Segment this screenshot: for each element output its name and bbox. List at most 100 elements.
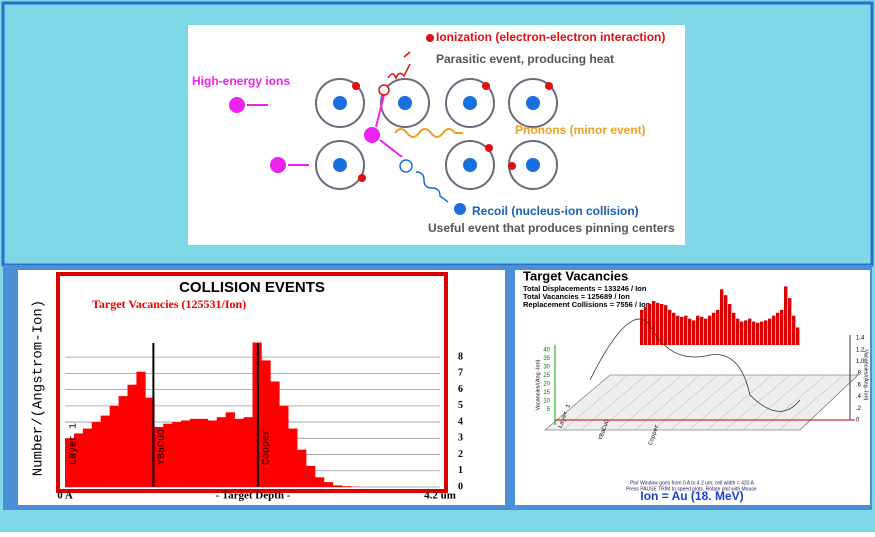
bar xyxy=(640,310,643,345)
label: Recoil (nucleus-ion collision) xyxy=(472,204,639,218)
y-tick-label: 10 xyxy=(543,399,550,405)
bar xyxy=(724,295,727,345)
bar xyxy=(261,360,270,487)
bar xyxy=(208,420,217,487)
bar xyxy=(676,316,679,345)
bar xyxy=(644,307,647,345)
bar xyxy=(712,313,715,345)
label: High-energy ions xyxy=(192,74,290,88)
y-tick-label: 1 xyxy=(458,465,463,476)
chart-title: Target Vacancies xyxy=(523,268,628,283)
bar xyxy=(744,320,747,345)
y-tick-label: 7 xyxy=(458,368,463,379)
note: Replacement Collisions = 7556 / Ion xyxy=(523,300,651,309)
bar xyxy=(784,286,787,345)
y-tick-label: 6 xyxy=(458,384,463,395)
bar xyxy=(788,298,791,345)
bar xyxy=(172,422,181,487)
bar xyxy=(136,372,145,487)
bar xyxy=(764,320,767,345)
ion-label: Ion = Au (18. MeV) xyxy=(640,489,743,503)
bar xyxy=(315,477,324,487)
y-tick-label: 25 xyxy=(543,373,550,379)
bar xyxy=(181,420,190,487)
bar xyxy=(756,323,759,345)
label: Useful event that produces pinning cente… xyxy=(428,221,675,235)
bar xyxy=(768,319,771,345)
bar xyxy=(696,316,699,345)
x-axis-label: - Target Depth - xyxy=(216,490,291,502)
y-tick-label: 15 xyxy=(543,390,550,396)
bar xyxy=(288,429,297,487)
bar xyxy=(684,316,687,345)
y2-tick-label: 1.4 xyxy=(856,336,865,342)
bar xyxy=(732,313,735,345)
bar xyxy=(760,322,763,345)
x-tick-label: 0 A xyxy=(57,490,73,502)
y2-tick-label: .8 xyxy=(856,371,862,377)
bar xyxy=(199,419,208,487)
bar xyxy=(128,385,137,487)
bar xyxy=(279,406,288,487)
bar xyxy=(333,485,342,487)
bar xyxy=(660,304,663,345)
bar xyxy=(342,486,351,487)
bar xyxy=(110,406,119,487)
y2-axis-label: Vacancies/(Ang.-Ion) xyxy=(863,350,869,401)
bar xyxy=(720,289,723,345)
layer-label: Copper xyxy=(261,429,272,465)
y-tick-label: 35 xyxy=(543,356,550,362)
y2-tick-label: .2 xyxy=(856,406,862,412)
bar xyxy=(780,310,783,345)
y-tick-label: 4 xyxy=(458,416,463,427)
y-axis-label: Number/(Angstrom-Ion) xyxy=(31,300,47,476)
y2-tick-label: .6 xyxy=(856,382,862,388)
layer-label: YBaCuO xyxy=(157,429,168,465)
x-tick-label: 4.2 um xyxy=(424,490,456,502)
label: Parasitic event, producing heat xyxy=(436,52,614,66)
bar xyxy=(664,305,667,345)
y-axis-label: Vacancies/(Ang.-Ion) xyxy=(535,359,541,410)
bar xyxy=(680,317,683,345)
bar xyxy=(704,319,707,345)
label: Phonons (minor event) xyxy=(515,123,646,137)
chart-subtitle: Target Vacancies (125531/Ion) xyxy=(92,297,246,311)
bar xyxy=(776,313,779,345)
bar xyxy=(692,320,695,345)
y2-tick-label: .4 xyxy=(856,394,862,400)
page: Ionization (electron-electron interactio… xyxy=(0,0,875,532)
layer-label: Layer 1 xyxy=(69,423,80,465)
y-tick-label: 5 xyxy=(458,400,463,411)
bar xyxy=(324,482,333,487)
bar xyxy=(752,322,755,345)
y-tick-label: 8 xyxy=(458,351,463,362)
bar xyxy=(244,417,253,487)
bar xyxy=(700,317,703,345)
bar xyxy=(83,429,92,487)
bar xyxy=(119,396,128,487)
diagram: Ionization (electron-electron interactio… xyxy=(188,25,685,245)
bar xyxy=(736,319,739,345)
bar xyxy=(190,419,199,487)
bar xyxy=(688,319,691,345)
bar xyxy=(748,319,751,345)
bar xyxy=(235,419,244,487)
bar xyxy=(652,301,655,345)
y-tick-label: 3 xyxy=(458,433,463,444)
y-tick-label: 30 xyxy=(543,365,550,371)
bar xyxy=(92,422,101,487)
vacancy xyxy=(379,85,389,95)
bar xyxy=(217,417,226,487)
bar xyxy=(297,450,306,487)
bar xyxy=(792,316,795,345)
chart-title: COLLISION EVENTS xyxy=(179,279,325,296)
bar xyxy=(728,304,731,345)
bar xyxy=(672,313,675,345)
bar xyxy=(796,327,799,345)
label: Ionization (electron-electron interactio… xyxy=(436,30,665,44)
bar xyxy=(306,466,315,487)
y-tick-label: 0 xyxy=(458,481,463,492)
bar xyxy=(101,416,110,487)
bar xyxy=(708,316,711,345)
